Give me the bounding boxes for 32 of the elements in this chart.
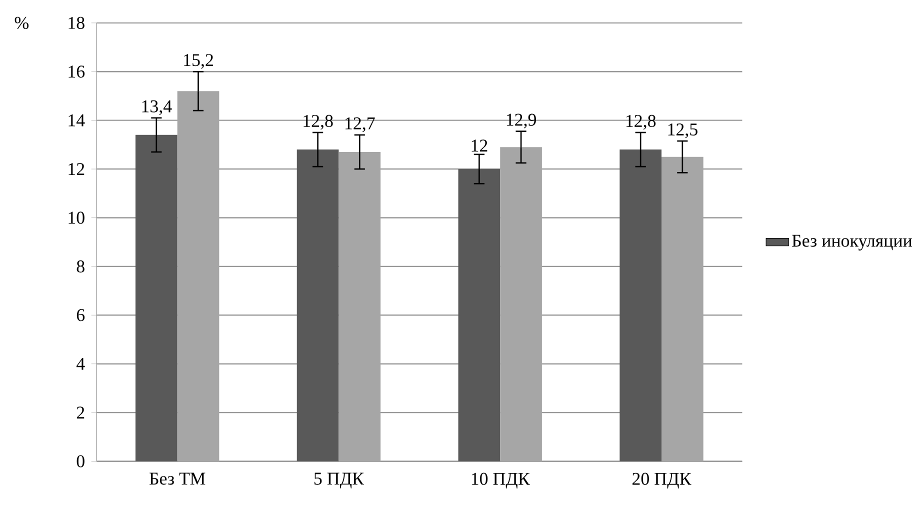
y-axis-title: %: [14, 16, 29, 29]
x-tick-label: Без ТМ: [150, 472, 206, 485]
legend-label: Без инокуляции: [792, 234, 912, 250]
bar: [458, 168, 500, 462]
bar: [620, 150, 662, 462]
x-tick-label: 10 ПДК: [472, 472, 530, 488]
data-label: 12,5: [668, 123, 698, 138]
bar: [500, 147, 542, 462]
y-tick-label: 0: [76, 455, 84, 468]
data-label: 12,8: [304, 114, 333, 130]
data-label: 12: [472, 140, 488, 152]
y-tick-label: 14: [68, 114, 85, 126]
x-tick-label: 20 ПДК: [632, 472, 692, 488]
y-tick-label: 10: [68, 212, 84, 224]
x-tick-label: 5 ПДК: [314, 472, 364, 488]
y-tick-label: 8: [76, 260, 84, 272]
data-label: 12,9: [506, 114, 536, 128]
data-label: 12,7: [346, 117, 375, 132]
y-tick-label: 6: [76, 309, 85, 322]
bar: [177, 91, 220, 462]
y-tick-label: 16: [68, 66, 85, 78]
bar: [135, 134, 178, 462]
y-tick-label: 2: [76, 406, 84, 418]
bar: [662, 156, 704, 462]
y-tick-label: 18: [68, 16, 84, 29]
data-label: 13,4: [142, 100, 172, 115]
bar: [338, 152, 381, 462]
data-label: 15,2: [184, 54, 213, 69]
y-tick-label: 4: [76, 358, 85, 370]
bar: [296, 150, 339, 462]
data-label: 12,8: [626, 114, 656, 130]
y-tick-label: 12: [68, 163, 84, 175]
